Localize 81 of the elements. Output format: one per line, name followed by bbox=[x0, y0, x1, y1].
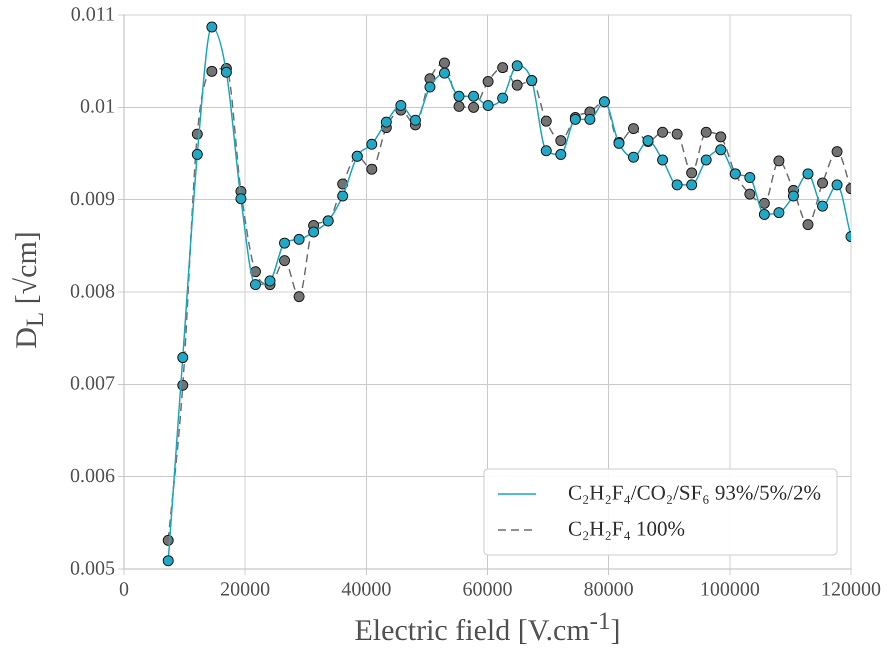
point bbox=[177, 352, 188, 364]
point bbox=[438, 68, 450, 79]
point bbox=[380, 116, 392, 128]
point bbox=[337, 190, 348, 202]
point bbox=[773, 155, 784, 166]
point bbox=[628, 123, 640, 134]
point bbox=[744, 188, 756, 200]
x-tick-label: 0 bbox=[119, 578, 129, 600]
point bbox=[686, 167, 698, 178]
x-axis-title: Electric field [V.cm$^{-1}$] bbox=[353, 608, 622, 648]
point bbox=[206, 22, 218, 33]
point bbox=[395, 100, 406, 111]
point bbox=[555, 135, 566, 146]
point bbox=[366, 138, 378, 150]
point bbox=[308, 226, 320, 238]
x-tick-label: 20000 bbox=[220, 578, 270, 600]
legend-label: C₂H₂F₄ 100% bbox=[568, 516, 686, 541]
point bbox=[672, 179, 683, 190]
point bbox=[294, 234, 305, 245]
point bbox=[758, 198, 770, 209]
x-tick-label: 120000 bbox=[821, 578, 881, 600]
point bbox=[672, 128, 683, 140]
point bbox=[802, 168, 814, 180]
point bbox=[162, 555, 174, 566]
point bbox=[279, 238, 290, 249]
y-tick-label: 0.005 bbox=[70, 557, 115, 580]
point bbox=[540, 145, 552, 156]
y-tick-label: 0.011 bbox=[70, 3, 115, 26]
point bbox=[832, 146, 843, 158]
x-tick-label: 60000 bbox=[462, 578, 512, 600]
point bbox=[555, 148, 566, 160]
point bbox=[817, 178, 828, 189]
y-tick-label: 0.006 bbox=[70, 464, 115, 487]
point bbox=[584, 114, 596, 125]
x-tick-label: 40000 bbox=[341, 578, 392, 600]
point bbox=[773, 207, 784, 218]
point bbox=[235, 193, 246, 204]
point bbox=[512, 80, 523, 91]
point bbox=[250, 279, 261, 290]
point bbox=[294, 291, 305, 302]
point bbox=[497, 62, 508, 74]
point bbox=[220, 66, 232, 78]
point bbox=[366, 164, 378, 175]
y-tick-label: 0.01 bbox=[80, 96, 115, 118]
point bbox=[686, 179, 698, 190]
point bbox=[758, 208, 770, 220]
point bbox=[512, 60, 523, 72]
point bbox=[744, 172, 756, 184]
y-tick-label: 0.008 bbox=[70, 280, 115, 302]
point bbox=[454, 90, 465, 102]
point bbox=[817, 200, 828, 212]
point bbox=[715, 144, 726, 156]
point bbox=[468, 90, 480, 102]
point bbox=[206, 66, 218, 77]
point bbox=[279, 255, 290, 266]
point bbox=[454, 100, 465, 112]
point bbox=[715, 131, 726, 142]
y-tick-label: 0.009 bbox=[70, 188, 115, 210]
point bbox=[468, 102, 480, 113]
point bbox=[788, 190, 799, 202]
point bbox=[832, 179, 843, 190]
point bbox=[802, 219, 814, 230]
point bbox=[424, 82, 436, 93]
point bbox=[482, 100, 494, 111]
point bbox=[657, 154, 668, 166]
legend-label: C₂H₂F₄/CO₂/SF₆ 93%/5%/2% bbox=[568, 480, 822, 505]
point bbox=[438, 58, 450, 69]
x-tick-label: 100000 bbox=[700, 578, 760, 600]
point bbox=[657, 126, 668, 138]
point bbox=[540, 116, 552, 127]
point bbox=[250, 266, 261, 278]
point bbox=[192, 148, 203, 160]
point bbox=[410, 114, 421, 126]
point bbox=[482, 76, 494, 87]
point bbox=[700, 126, 712, 138]
point bbox=[700, 154, 712, 166]
y-tick-label: 0.007 bbox=[70, 372, 115, 395]
point bbox=[628, 152, 640, 163]
x-tick-label: 80000 bbox=[584, 578, 634, 600]
point bbox=[264, 275, 276, 286]
point bbox=[497, 92, 508, 104]
